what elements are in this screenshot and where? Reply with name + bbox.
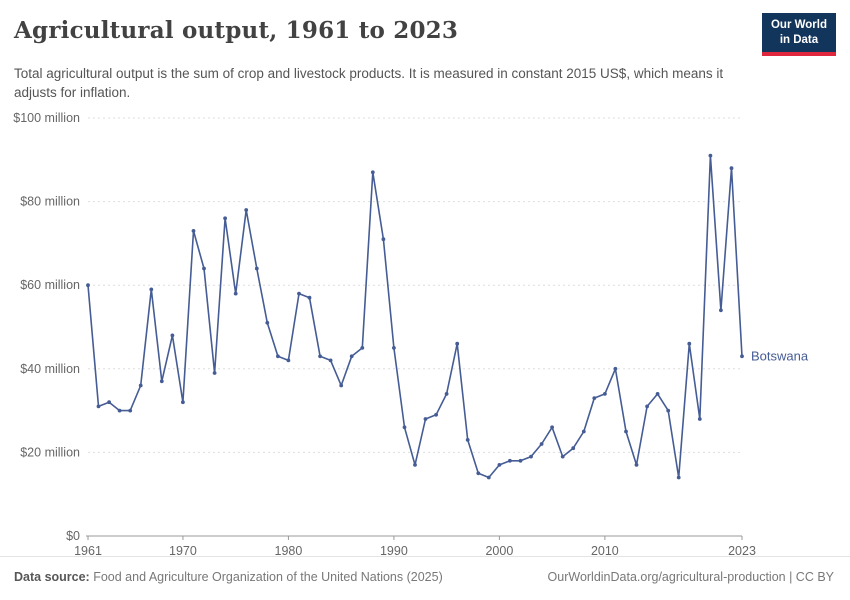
data-point[interactable] — [476, 471, 481, 476]
data-point[interactable] — [486, 475, 491, 480]
data-point[interactable] — [497, 463, 502, 467]
credit-link[interactable]: OurWorldinData.org/agricultural-producti… — [547, 570, 834, 584]
data-point[interactable] — [666, 408, 671, 413]
data-point[interactable] — [518, 459, 523, 463]
data-point[interactable] — [381, 237, 386, 242]
data-point[interactable] — [138, 383, 143, 388]
data-point[interactable] — [254, 266, 259, 271]
x-axis-label: 2000 — [485, 544, 513, 558]
data-point[interactable] — [286, 358, 291, 363]
data-point[interactable] — [592, 396, 597, 401]
data-point[interactable] — [539, 442, 544, 447]
owid-logo-line1: Our World — [770, 19, 827, 31]
data-point[interactable] — [128, 408, 133, 413]
data-point[interactable] — [697, 417, 702, 422]
data-point[interactable] — [655, 392, 660, 396]
data-point[interactable] — [560, 454, 565, 459]
data-point[interactable] — [740, 354, 744, 359]
line-chart[interactable]: $0 $20 million $40 million $60 million $80 m… — [0, 106, 850, 558]
chart-area: $0 $20 million $40 million $60 million $80 m… — [0, 106, 850, 558]
data-point[interactable] — [149, 287, 154, 292]
data-point[interactable] — [360, 346, 365, 350]
data-point[interactable] — [107, 400, 111, 405]
owid-logo[interactable]: Our World in Data — [761, 13, 836, 56]
data-point[interactable] — [444, 392, 449, 396]
data-point[interactable] — [434, 413, 438, 417]
x-axis-label: 2010 — [591, 544, 619, 558]
chart-subtitle: Total agricultural output is the sum of … — [14, 65, 724, 101]
data-point[interactable] — [603, 392, 607, 396]
x-axis-label: 1990 — [380, 544, 408, 558]
data-point[interactable] — [550, 425, 554, 430]
data-point[interactable] — [719, 308, 723, 313]
source-label: Data source: — [14, 570, 90, 584]
data-point[interactable] — [318, 354, 322, 359]
owid-logo-line2: in Data — [779, 33, 819, 46]
chart-header: Agricultural output, 1961 to 2023 Our Wo… — [0, 0, 850, 102]
data-point[interactable] — [729, 166, 734, 171]
data-point[interactable] — [571, 446, 576, 451]
data-point[interactable] — [676, 475, 681, 480]
data-point[interactable] — [392, 346, 396, 350]
data-point[interactable] — [244, 208, 249, 213]
data-point[interactable] — [297, 291, 301, 296]
data-point[interactable] — [223, 216, 228, 221]
data-point[interactable] — [170, 333, 175, 338]
data-point[interactable] — [370, 170, 375, 175]
entity-label[interactable]: Botswana — [751, 348, 809, 363]
data-point[interactable] — [212, 371, 217, 376]
data-point[interactable] — [613, 367, 618, 371]
y-axis-label: $100 million — [13, 111, 80, 125]
x-axis-label: 1980 — [275, 544, 303, 558]
y-axis-label: $0 — [66, 529, 80, 543]
data-point[interactable] — [402, 425, 407, 430]
data-point[interactable] — [307, 295, 312, 300]
chart-footer: Data source: Food and Agriculture Organi… — [0, 556, 850, 600]
data-point[interactable] — [159, 379, 164, 384]
data-point[interactable] — [708, 153, 713, 158]
data-point[interactable] — [86, 283, 90, 288]
data-point[interactable] — [624, 429, 628, 434]
data-point[interactable] — [508, 459, 512, 463]
y-axis-label: $60 million — [20, 278, 80, 292]
data-point[interactable] — [645, 404, 649, 409]
data-point[interactable] — [349, 354, 354, 359]
data-point[interactable] — [413, 463, 417, 467]
data-point[interactable] — [687, 341, 692, 346]
data-point[interactable] — [117, 408, 122, 413]
data-point[interactable] — [265, 321, 270, 325]
data-point[interactable] — [529, 454, 533, 459]
source-text: Food and Agriculture Organization of the… — [93, 570, 443, 584]
y-axis-label: $40 million — [20, 362, 80, 376]
data-line[interactable] — [87, 154, 743, 479]
data-source: Data source: Food and Agriculture Organi… — [14, 570, 443, 584]
x-axis-label: 2023 — [728, 544, 756, 558]
x-axis-label: 1970 — [169, 544, 197, 558]
data-point[interactable] — [465, 438, 470, 442]
y-axis-label: $20 million — [20, 446, 80, 460]
data-point[interactable] — [339, 383, 344, 388]
data-point[interactable] — [634, 463, 639, 467]
page-title: Agricultural output, 1961 to 2023 — [14, 17, 459, 44]
data-point[interactable] — [202, 266, 206, 271]
data-point[interactable] — [581, 429, 586, 434]
data-point[interactable] — [455, 341, 460, 346]
data-point[interactable] — [181, 400, 185, 405]
data-point[interactable] — [328, 358, 333, 363]
data-point[interactable] — [191, 229, 196, 233]
y-axis-label: $80 million — [20, 195, 80, 209]
data-point[interactable] — [233, 291, 238, 296]
x-axis-label: 1961 — [74, 544, 102, 558]
data-point[interactable] — [96, 404, 101, 409]
data-point[interactable] — [423, 417, 428, 422]
data-point[interactable] — [276, 354, 280, 359]
